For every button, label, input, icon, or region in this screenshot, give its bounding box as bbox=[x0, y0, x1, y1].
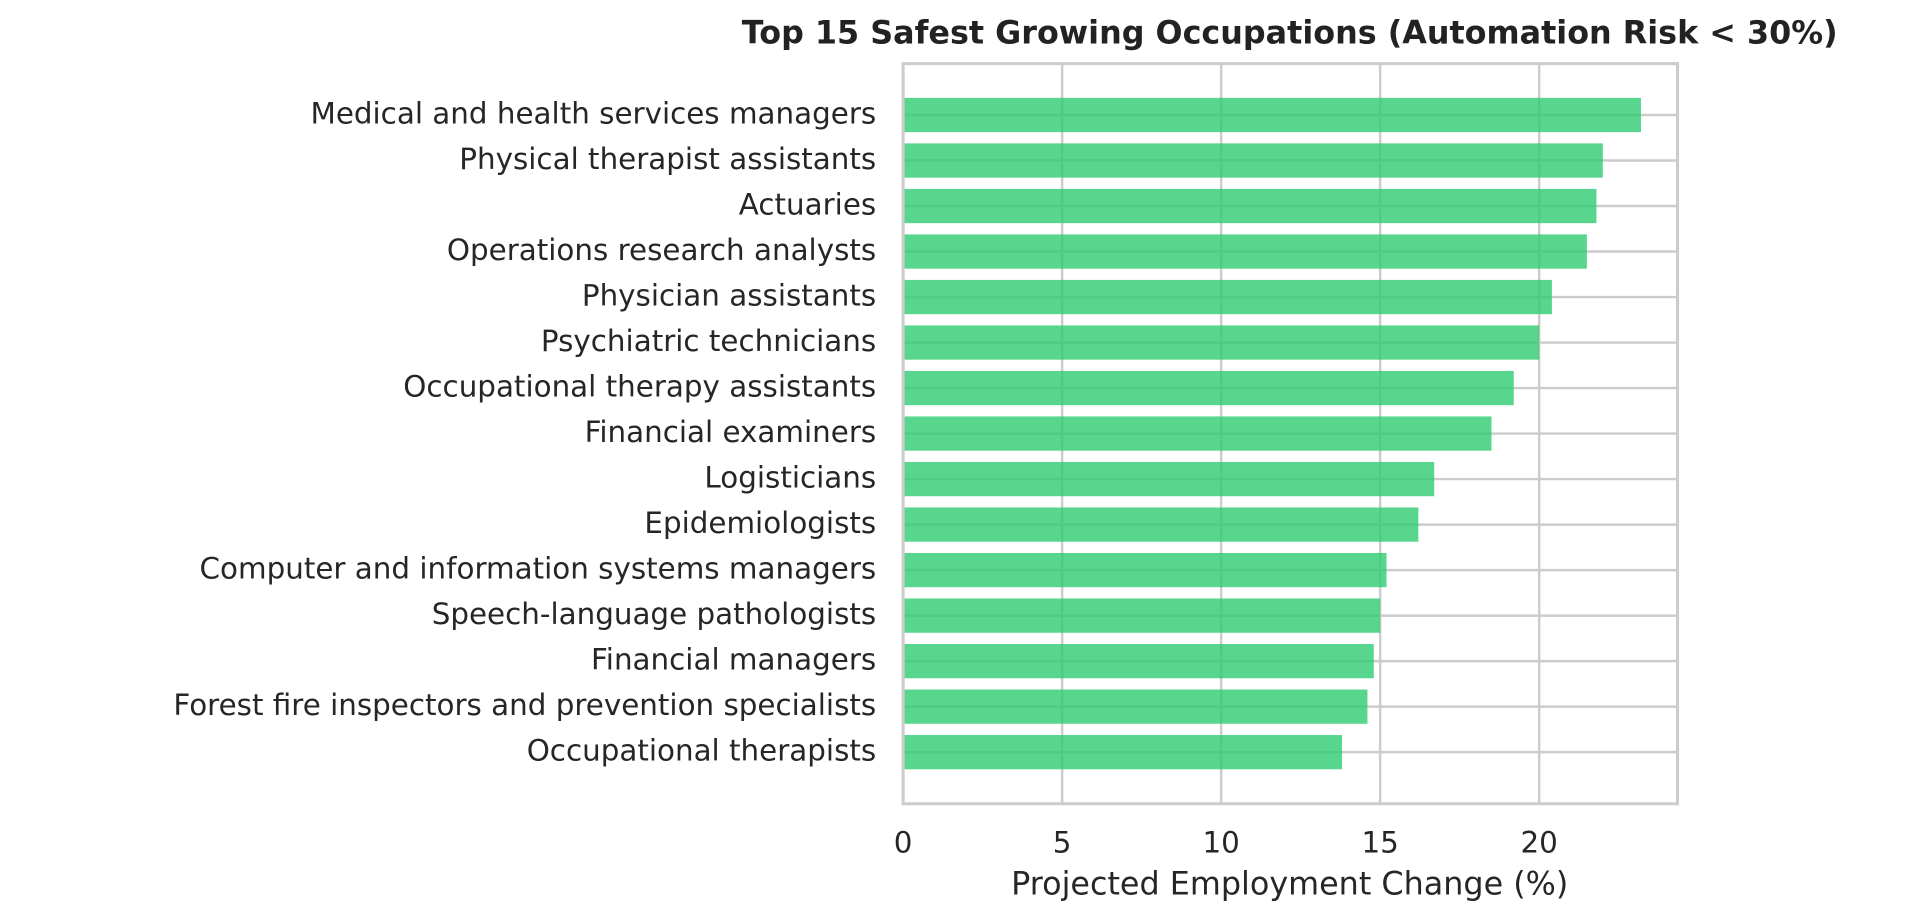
bar bbox=[903, 735, 1343, 770]
x-tick-label: 0 bbox=[894, 826, 913, 860]
y-tick-label: Actuaries bbox=[739, 188, 876, 222]
y-tick-label: Physical therapist assistants bbox=[459, 142, 876, 176]
y-tick-label: Physician assistants bbox=[582, 279, 876, 313]
bar bbox=[903, 234, 1587, 269]
y-tick-label: Epidemiologists bbox=[644, 506, 876, 540]
bar bbox=[903, 598, 1381, 633]
y-tick-label: Psychiatric technicians bbox=[541, 324, 876, 358]
bar bbox=[903, 97, 1641, 133]
y-tick-label: Operations research analysts bbox=[447, 233, 876, 267]
y-tick-label: Occupational therapists bbox=[527, 734, 876, 768]
bar bbox=[903, 461, 1435, 497]
y-tick-label: Speech-language pathologists bbox=[432, 597, 876, 631]
bar bbox=[903, 143, 1603, 178]
x-tick-label: 10 bbox=[1202, 826, 1239, 860]
bar bbox=[903, 416, 1492, 451]
x-tick-label: 5 bbox=[1053, 826, 1072, 860]
axes-frame bbox=[901, 62, 1680, 806]
bar bbox=[903, 689, 1368, 724]
chart-title: Top 15 Safest Growing Occupations (Autom… bbox=[742, 14, 1838, 51]
bar bbox=[903, 279, 1552, 315]
y-tick-label: Financial examiners bbox=[585, 415, 877, 449]
x-tick-label: 20 bbox=[1521, 826, 1558, 860]
bar bbox=[903, 188, 1597, 224]
x-tick-label: 15 bbox=[1361, 826, 1398, 860]
y-tick-label: Medical and health services managers bbox=[310, 97, 876, 131]
x-axis-label: Projected Employment Change (%) bbox=[1011, 866, 1568, 903]
y-tick-label: Computer and information systems manager… bbox=[200, 552, 877, 586]
y-tick-label: Forest fire inspectors and prevention sp… bbox=[173, 688, 876, 722]
y-tick-label: Logisticians bbox=[704, 461, 876, 495]
bar bbox=[903, 644, 1374, 679]
y-tick-label: Financial managers bbox=[591, 643, 876, 677]
bar bbox=[903, 325, 1540, 360]
bar bbox=[903, 507, 1419, 542]
y-tick-label: Occupational therapy assistants bbox=[403, 370, 876, 404]
bar bbox=[903, 552, 1387, 588]
bar bbox=[903, 370, 1514, 406]
